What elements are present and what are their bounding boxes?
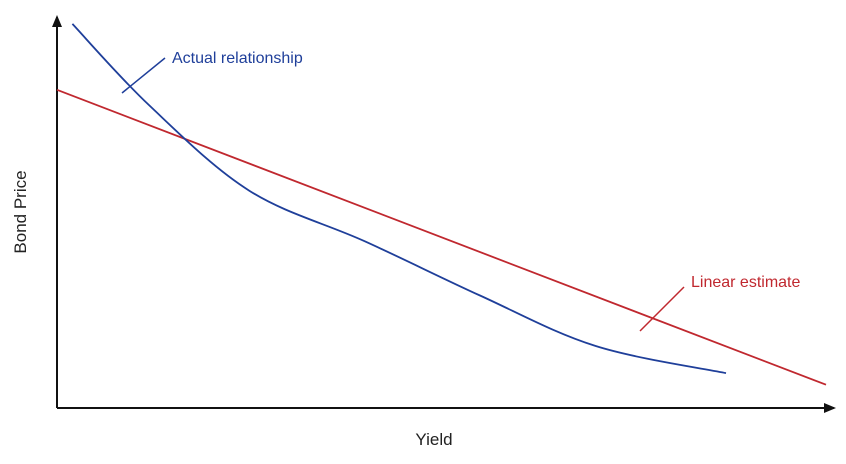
actual-relationship-label: Actual relationship — [172, 50, 303, 67]
linear-estimate-line — [56, 88, 827, 386]
actual-relationship-curve — [71, 23, 727, 374]
linear-estimate-label: Linear estimate — [691, 274, 800, 291]
actual-relationship-leader-line — [121, 57, 166, 94]
linear-estimate-leader-line — [639, 286, 685, 332]
y-axis-title: Bond Price — [11, 170, 30, 253]
x-axis-title: Yield — [415, 430, 452, 449]
